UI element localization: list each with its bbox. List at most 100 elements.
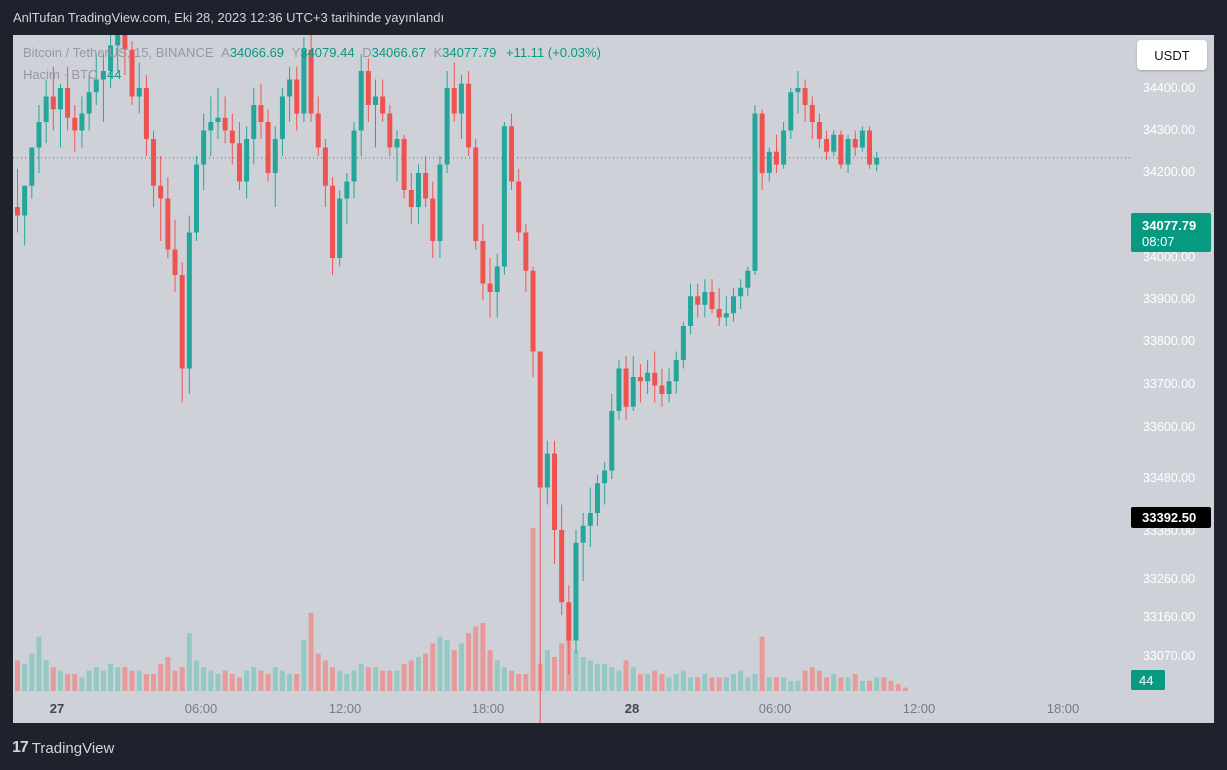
- open-value: 34066.69: [229, 45, 285, 60]
- volume-bar: [423, 653, 429, 691]
- candle-body: [680, 326, 686, 360]
- y-tick-label: 33260.00: [1143, 572, 1195, 586]
- candle-body: [723, 313, 729, 318]
- candle-body: [824, 139, 830, 152]
- volume-bar: [100, 670, 106, 691]
- candle-body: [781, 130, 787, 165]
- volume-bar: [609, 667, 615, 691]
- candle-body: [688, 296, 694, 326]
- candle-body: [387, 113, 393, 148]
- currency-button[interactable]: USDT: [1137, 40, 1207, 70]
- x-tick-label: 12:00: [329, 701, 362, 716]
- volume-bar: [809, 667, 815, 691]
- volume-bar: [838, 677, 844, 691]
- volume-bar: [859, 680, 865, 691]
- candle-body: [466, 83, 472, 148]
- candle-body: [573, 542, 579, 641]
- candle-body: [100, 71, 106, 80]
- volume-bar: [108, 663, 114, 691]
- candle-body: [344, 181, 350, 199]
- volume-bar: [494, 660, 500, 691]
- volume-bar: [559, 643, 565, 691]
- volume-bar: [330, 667, 336, 691]
- candle-body: [630, 377, 636, 407]
- candle-body: [516, 181, 522, 233]
- candle-body: [666, 381, 672, 394]
- volume-bar: [208, 670, 214, 691]
- close-label: K: [433, 45, 443, 60]
- level-price-tag: [1131, 507, 1211, 528]
- volume-bar: [86, 670, 92, 691]
- volume-bar: [759, 636, 765, 691]
- volume-bar: [902, 687, 908, 691]
- candle-body: [194, 164, 199, 233]
- volume-bar: [530, 527, 536, 691]
- volume-bar: [766, 677, 772, 691]
- volume-bar: [573, 650, 579, 691]
- candle-body: [609, 411, 615, 471]
- candle-body: [351, 130, 357, 182]
- volume-bar: [523, 674, 529, 691]
- y-tick-label: 34000.00: [1143, 250, 1195, 264]
- volume-bar: [115, 667, 121, 691]
- volume-bar: [158, 663, 164, 691]
- volume-bar: [773, 677, 779, 691]
- volume-bar: [702, 674, 708, 691]
- volume-bar: [652, 670, 658, 691]
- candle-body: [72, 117, 78, 131]
- candle-body: [487, 283, 493, 292]
- candle-body: [430, 198, 436, 241]
- candle-body: [50, 96, 56, 110]
- candle-body: [594, 483, 600, 513]
- volume-bar: [358, 663, 364, 691]
- candlestick-chart[interactable]: 34400.00 34300.00 34200.00 34000.00 33900.00…: [13, 35, 1214, 723]
- volume-bar: [430, 643, 436, 691]
- volume-bar: [466, 633, 472, 691]
- candle-body: [838, 134, 844, 165]
- volume-bar: [401, 663, 407, 691]
- candle-body: [530, 270, 536, 352]
- candle-body: [659, 385, 665, 394]
- time-axis: [13, 697, 1214, 723]
- brand-name: TradingView: [31, 739, 115, 757]
- candle-body: [587, 513, 593, 526]
- y-tick-label: 33700.00: [1143, 377, 1195, 391]
- volume-bar: [552, 657, 557, 691]
- volume-bar: [752, 674, 758, 691]
- volume-bar: [480, 623, 486, 691]
- candle-body: [809, 105, 815, 122]
- candle-body: [322, 147, 328, 186]
- volume-bar: [666, 677, 672, 691]
- candle-body: [673, 360, 679, 382]
- candle-body: [544, 453, 550, 488]
- candle-body: [415, 173, 421, 207]
- candle-body: [380, 96, 386, 114]
- candle-body: [759, 113, 765, 173]
- x-tick-label: 06:00: [759, 701, 792, 716]
- volume-bar: [258, 670, 264, 691]
- volume-bar: [179, 667, 185, 691]
- volume-label: Hacim · BTC: [23, 67, 98, 82]
- volume-bar: [201, 667, 207, 691]
- volume-bar: [365, 667, 371, 691]
- chart-area[interactable]: 34400.00 34300.00 34200.00 34000.00 33900.00…: [13, 35, 1214, 723]
- footer-brand[interactable]: 17 TradingView: [12, 739, 114, 757]
- level-price-tag-value: 33392.50: [1142, 510, 1196, 525]
- y-tick-label: 33070.00: [1143, 649, 1195, 663]
- volume-bar: [709, 677, 715, 691]
- ohlc-legend: Bitcoin / TetherUS, 15, BINANCE A34066.6…: [23, 45, 601, 60]
- candle-body: [29, 147, 35, 186]
- volume-bar: [731, 674, 736, 691]
- volume-bar: [387, 670, 393, 691]
- candle-body: [602, 470, 608, 484]
- volume-bar: [122, 667, 128, 691]
- volume-bar: [738, 670, 744, 691]
- candle-body: [65, 88, 71, 118]
- volume-bar: [337, 670, 343, 691]
- volume-bar: [816, 670, 822, 691]
- volume-bar: [22, 663, 28, 691]
- volume-bar: [802, 670, 808, 691]
- high-label: Y: [291, 45, 301, 60]
- candle-body: [401, 139, 407, 190]
- candle-body: [637, 377, 643, 382]
